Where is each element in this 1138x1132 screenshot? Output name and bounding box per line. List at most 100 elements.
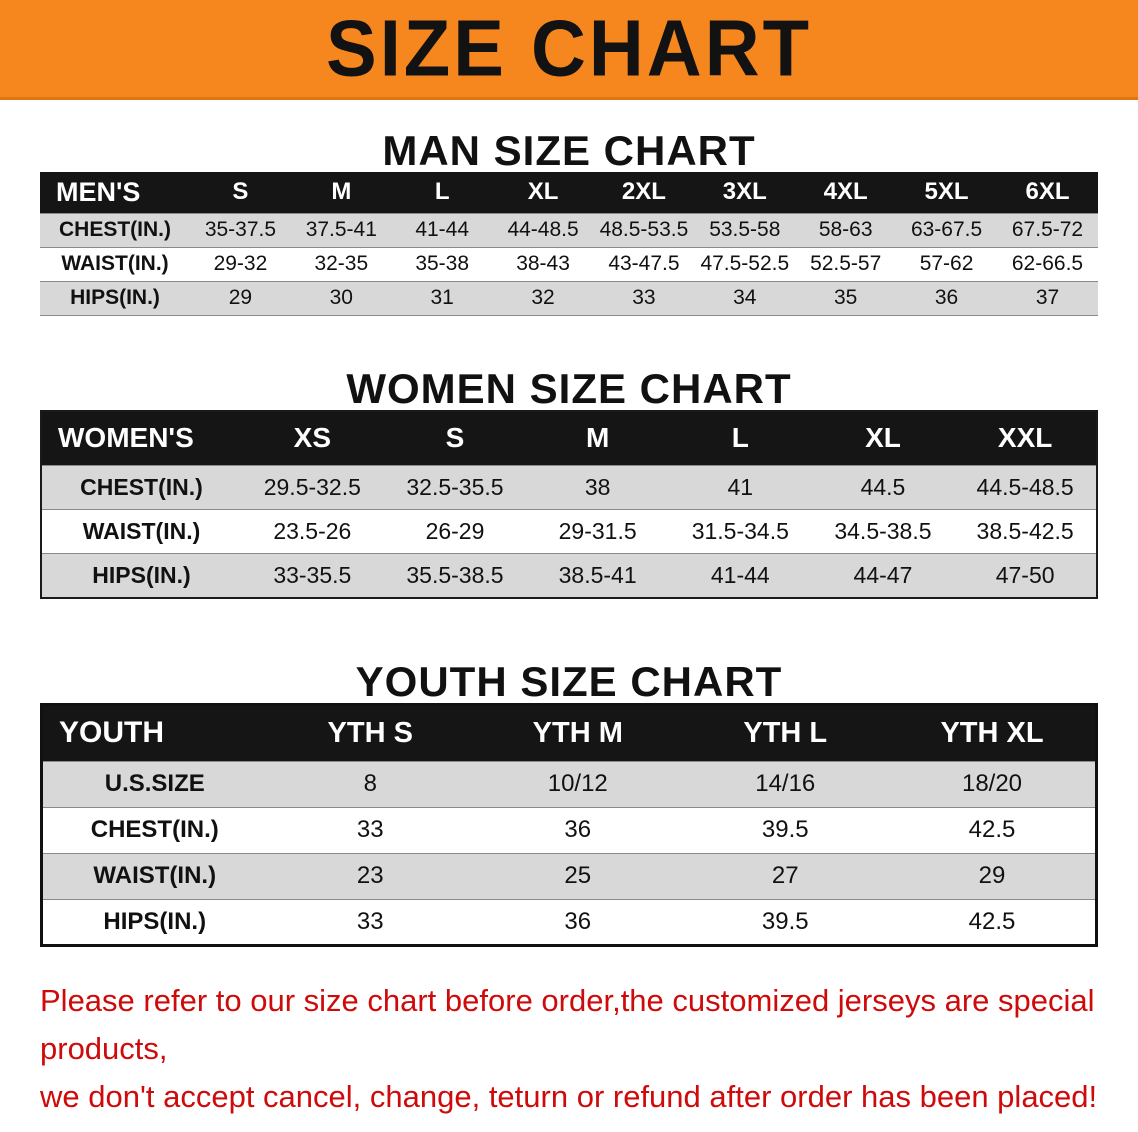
women-size-chart-section: WOMEN SIZE CHART WOMEN'S XS S M L XL XXL CHEST(… [0,364,1138,599]
row-label: U.S.SIZE [104,770,205,797]
size-value-cell: 39.5 [761,816,809,843]
table-row: WAIST(IN.) 23.5-26 26-29 29-31.5 31.5-34.5 34… [41,509,1097,554]
table-row: HIPS(IN.) 33-35.5 35.5-38.5 38.5-41 41-44 44-… [41,553,1097,598]
size-value-cell: 35-38 [415,252,470,275]
size-value-cell: 36 [934,286,959,309]
size-column-header: 4XL [795,172,897,213]
size-value-cell: 32-35 [314,252,369,275]
man-size-table: MEN'S S M L XL 2XL 3XL 4XL 5XL 6XL CHEST(IN.) 35-37… [40,172,1098,316]
size-value-cell: 47-50 [995,561,1055,588]
size-value-cell: 29 [228,286,253,309]
table-header-row: WOMEN'S XS S M L XL XXL [41,410,1097,466]
row-label: WAIST(IN.) [93,862,217,889]
size-column-header: M [290,172,392,213]
size-column-header: YTH XL [889,704,1097,761]
table-header-row: MEN'S S M L XL 2XL 3XL 4XL 5XL 6XL [40,172,1098,213]
size-value-cell: 8 [363,770,377,797]
order-policy-line-2: we don't accept cancel, change, teturn o… [40,1078,1098,1114]
page-title: SIZE CHART [326,3,812,93]
size-value-cell: 41-44 [710,561,770,588]
size-chart-content: MAN SIZE CHART MEN'S S M L XL 2XL 3XL 4XL 5XL 6XL… [0,130,1138,1121]
women-chart-title: WOMEN SIZE CHART [346,364,792,412]
man-size-chart-section: MAN SIZE CHART MEN'S S M L XL 2XL 3XL 4XL 5XL 6XL… [0,130,1138,316]
size-value-cell: 36 [564,907,592,935]
size-value-cell: 42.5 [968,816,1016,843]
size-column-header: S [383,410,527,466]
size-value-cell: 44-48.5 [507,218,579,241]
size-value-cell: 41-44 [415,218,470,241]
size-column-header: YTH S [266,704,474,761]
row-label: CHEST(IN.) [59,218,171,241]
table-row: CHEST(IN.) 35-37.5 37.5-41 41-44 44-48.5 48.5… [40,213,1098,247]
table-row: WAIST(IN.) 23 25 27 29 [41,853,1097,899]
size-value-cell: 38.5-42.5 [976,518,1074,544]
size-value-cell: 35 [834,286,858,309]
size-column-header: YTH L [681,704,889,761]
size-value-cell: 33 [632,286,656,309]
table-header-row: YOUTH YTH S YTH M YTH L YTH XL [41,704,1097,761]
size-value-cell: 57-62 [919,252,974,275]
size-value-cell: 38 [584,474,611,500]
size-value-cell: 32.5-35.5 [406,474,504,500]
size-column-header: L [391,172,493,213]
women-size-table: WOMEN'S XS S M L XL XXL CHEST(IN.) 29.5-32.5 32.5… [40,409,1098,599]
size-value-cell: 23.5-26 [273,518,352,544]
order-policy-line-1: Please refer to our size chart before or… [40,982,1095,1066]
row-label: HIPS(IN.) [103,907,207,935]
size-column-header: XXL [954,410,1097,466]
size-value-cell: 38-43 [516,252,570,275]
size-value-cell: 31.5-34.5 [691,518,789,544]
row-label: HIPS(IN.) [70,286,160,309]
size-column-header: S [190,172,291,213]
table-corner-label: YOUTH [41,704,267,761]
size-value-cell: 34.5-38.5 [834,518,932,544]
size-value-cell: 29-31.5 [558,518,637,544]
table-row: CHEST(IN.) 33 36 39.5 42.5 [41,807,1097,853]
row-label: CHEST(IN.) [90,816,219,843]
size-column-header: XL [811,410,955,466]
size-value-cell: 35-37.5 [204,218,277,241]
size-value-cell: 41 [727,474,754,500]
youth-chart-title: YOUTH SIZE CHART [355,657,783,705]
row-label: WAIST(IN.) [61,252,169,275]
size-value-cell: 47.5-52.5 [700,252,790,275]
size-column-header: XL [492,172,594,213]
size-value-cell: 26-29 [425,518,485,544]
table-row: U.S.SIZE 8 10/12 14/16 18/20 [41,761,1097,807]
size-value-cell: 10/12 [547,770,608,797]
size-value-cell: 29 [978,862,1006,889]
table-row: CHEST(IN.) 29.5-32.5 32.5-35.5 38 41 44.5 44.5… [41,465,1097,510]
size-column-header: XS [241,410,384,466]
size-column-header: 6XL [997,172,1098,213]
size-column-header: 2XL [593,172,695,213]
size-value-cell: 33-35.5 [273,561,352,588]
row-label: WAIST(IN.) [82,518,201,544]
size-value-cell: 35.5-38.5 [406,561,504,588]
order-policy-note: Please refer to our size chart before or… [40,977,1138,1121]
size-column-header: 3XL [694,172,796,213]
size-value-cell: 37 [1035,286,1060,309]
size-value-cell: 31 [430,286,454,309]
size-value-cell: 52.5-57 [810,252,882,275]
table-corner-label: MEN'S [40,172,190,213]
size-value-cell: 18/20 [961,770,1023,797]
row-label: CHEST(IN.) [80,474,203,500]
size-value-cell: 38.5-41 [558,561,637,588]
size-value-cell: 34 [733,286,757,309]
size-value-cell: 62-66.5 [1011,252,1084,275]
size-value-cell: 58-63 [818,218,873,241]
size-value-cell: 39.5 [761,907,809,935]
size-value-cell: 43-47.5 [608,252,680,275]
size-value-cell: 14/16 [755,770,816,797]
size-value-cell: 23 [356,862,384,889]
row-label: HIPS(IN.) [92,561,191,588]
size-value-cell: 48.5-53.5 [599,218,689,241]
size-column-header: L [668,410,812,466]
size-value-cell: 32 [531,286,555,309]
size-value-cell: 36 [564,816,592,843]
table-row: HIPS(IN.) 29 30 31 32 33 34 35 36 37 [40,281,1098,315]
size-value-cell: 29-32 [213,252,268,275]
size-value-cell: 27 [771,862,799,889]
size-value-cell: 30 [329,286,353,309]
size-value-cell: 44.5 [860,474,906,500]
